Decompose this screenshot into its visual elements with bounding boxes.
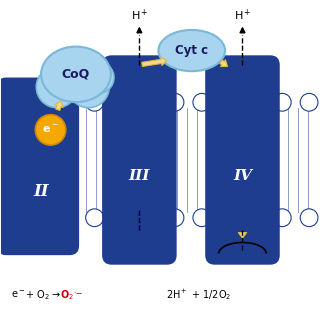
Text: e$^-$: e$^-$ [42,124,59,135]
Circle shape [112,93,130,111]
Text: III: III [129,169,150,183]
Text: 2H$^+$ + 1/2O$_2$: 2H$^+$ + 1/2O$_2$ [166,287,232,302]
Text: IV: IV [233,169,252,183]
Circle shape [247,209,264,227]
Text: Cyt c: Cyt c [175,44,208,57]
Circle shape [247,93,264,111]
Ellipse shape [41,47,111,102]
Circle shape [86,209,103,227]
Circle shape [139,93,157,111]
Circle shape [32,209,50,227]
Circle shape [86,93,103,111]
Circle shape [220,209,237,227]
Text: CoQ: CoQ [62,68,90,81]
Text: ·−: ·− [73,289,82,298]
Ellipse shape [158,30,225,71]
Circle shape [166,209,184,227]
Circle shape [273,93,291,111]
Text: O$_2$: O$_2$ [60,288,74,302]
Circle shape [59,93,76,111]
Circle shape [273,209,291,227]
Circle shape [112,209,130,227]
Circle shape [52,47,87,82]
Circle shape [82,62,114,93]
Text: + O$_2$ →: + O$_2$ → [22,288,61,302]
Circle shape [193,209,211,227]
FancyBboxPatch shape [102,55,177,265]
Text: H$^+$: H$^+$ [234,8,251,23]
Circle shape [32,93,50,111]
Circle shape [5,93,23,111]
Circle shape [220,93,237,111]
Circle shape [193,93,211,111]
FancyBboxPatch shape [0,77,79,255]
Circle shape [68,67,109,108]
Circle shape [59,209,76,227]
Circle shape [5,209,23,227]
Text: H$^+$: H$^+$ [131,8,148,23]
FancyBboxPatch shape [205,55,280,265]
Circle shape [139,209,157,227]
Text: II: II [33,183,49,200]
Text: e$^-$: e$^-$ [11,289,25,300]
Circle shape [300,209,318,227]
Circle shape [300,93,318,111]
Circle shape [36,67,77,108]
Circle shape [35,115,66,145]
Circle shape [166,93,184,111]
